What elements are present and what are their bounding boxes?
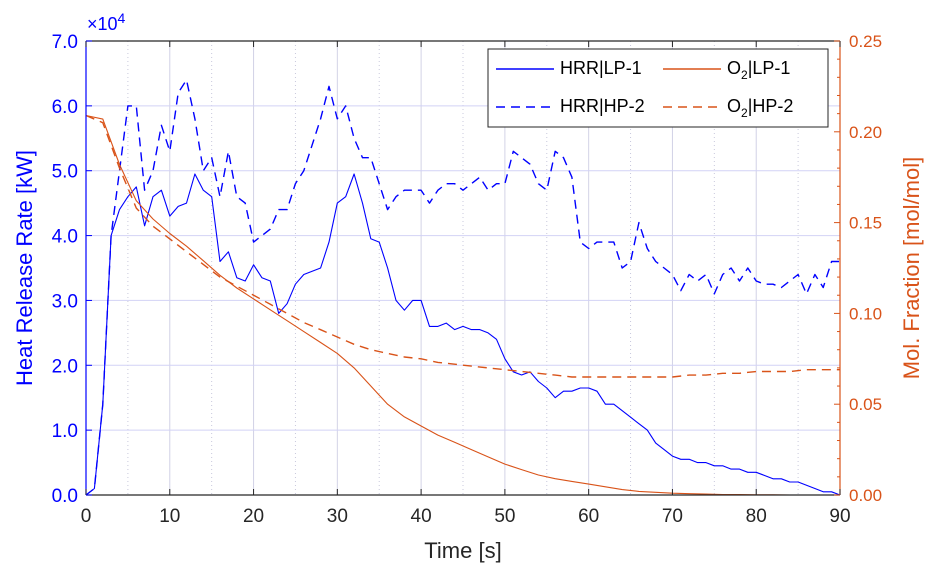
left-axis-exponent-prefix: ×10 bbox=[87, 14, 118, 34]
x-tick-label: 10 bbox=[159, 506, 180, 527]
y-right-tick-label: 0.10 bbox=[849, 304, 882, 323]
x-tick-label: 90 bbox=[829, 506, 850, 527]
y-left-tick-label: 4.0 bbox=[52, 227, 78, 248]
y-left-tick-label: 6.0 bbox=[52, 97, 78, 118]
legend-entry-subscript: 2 bbox=[741, 68, 748, 82]
y-axis-right-label: Mol. Fraction [mol/mol] bbox=[899, 157, 924, 380]
legend-entry-main: HRR|LP-1 bbox=[560, 58, 642, 78]
y-axis-left-label: Heat Release Rate [kW] bbox=[12, 150, 37, 386]
y-left-tick-label: 3.0 bbox=[52, 291, 78, 312]
series-layer bbox=[85, 79, 841, 496]
y-left-tick-label: 0.0 bbox=[52, 486, 78, 507]
legend-entry-label: O2|LP-1 bbox=[727, 58, 790, 82]
left-axis-exponent: ×104 bbox=[87, 10, 126, 34]
legend-entry-subscript: 2 bbox=[741, 106, 748, 120]
y-left-tick-label: 5.0 bbox=[52, 162, 78, 183]
x-tick-label: 40 bbox=[411, 506, 432, 527]
series-line-3 bbox=[85, 114, 840, 378]
y-right-tick-label: 0.20 bbox=[849, 123, 882, 142]
y-right-tick-label: 0.05 bbox=[849, 395, 882, 414]
series-line-0 bbox=[85, 173, 841, 496]
legend-entry-main: O bbox=[727, 58, 741, 78]
y-right-tick-label: 0.25 bbox=[849, 32, 882, 51]
x-tick-label: 60 bbox=[578, 506, 599, 527]
legend-entry-tail: |HP-2 bbox=[748, 96, 794, 116]
legend-entry-tail: |LP-1 bbox=[748, 58, 791, 78]
y-left-tick-label: 1.0 bbox=[52, 421, 78, 442]
legend-entry-label: HRR|HP-2 bbox=[560, 96, 645, 116]
x-tick-label: 0 bbox=[81, 506, 92, 527]
left-axis-exponent-power: 4 bbox=[118, 10, 126, 26]
x-tick-label: 50 bbox=[494, 506, 515, 527]
x-tick-label: 70 bbox=[662, 506, 683, 527]
y-left-tick-label: 2.0 bbox=[52, 356, 78, 377]
legend-entry-label: HRR|LP-1 bbox=[560, 58, 642, 78]
series-line-1 bbox=[85, 79, 840, 496]
axes: 0 10 20 30 40 50 60 70 80 90 0.0 1.0 2.0 3.0 4.0 5.0 6.0… bbox=[52, 32, 883, 527]
series-line-2 bbox=[85, 114, 840, 496]
legend-box bbox=[487, 48, 829, 128]
legend-entry-main: HRR|HP-2 bbox=[560, 96, 645, 116]
y-right-tick-label: 0.00 bbox=[849, 486, 882, 505]
x-tick-label: 30 bbox=[327, 506, 348, 527]
y-left-tick-label: 7.0 bbox=[52, 32, 78, 53]
y-right-tick-label: 0.15 bbox=[849, 214, 882, 233]
x-axis-label: Time [s] bbox=[424, 538, 501, 563]
legend-entry-main: O bbox=[727, 96, 741, 116]
x-tick-label: 80 bbox=[746, 506, 767, 527]
x-tick-label: 20 bbox=[243, 506, 264, 527]
legend-entry-label: O2|HP-2 bbox=[727, 96, 793, 120]
